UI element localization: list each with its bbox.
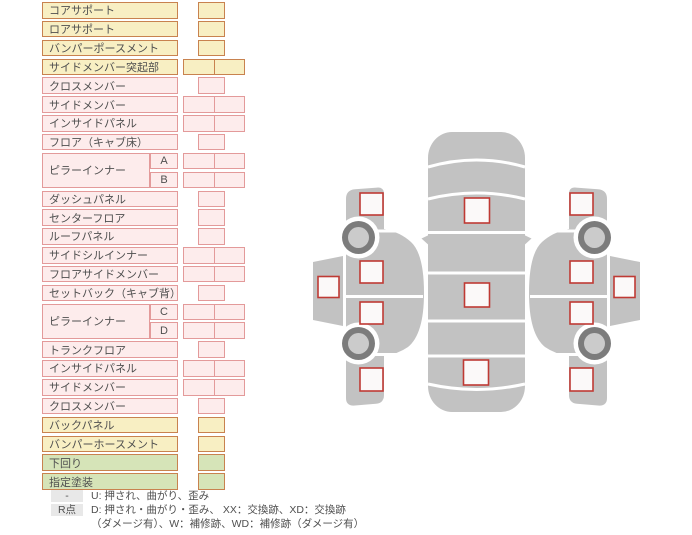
part-label: フロア（キャブ床） (42, 133, 178, 151)
legend-row: （ダメージ有）、W：補修跡、WD：補修跡（ダメージ有） (45, 518, 364, 530)
damage-cell-pair[interactable] (183, 265, 245, 283)
part-label: 指定塗装 (42, 473, 178, 490)
damage-cell-pair[interactable] (183, 96, 245, 113)
part-label: トランクフロア (42, 341, 178, 358)
part-label: ピラーインナー (42, 303, 150, 339)
checkpoint-left-rear-fender[interactable] (359, 367, 384, 392)
part-label: フロアサイドメンバー (42, 265, 178, 283)
cell-divider (214, 153, 215, 169)
legend-text-minor: U: 押され、曲がり、歪み (91, 490, 210, 502)
car-top-view (421, 132, 532, 412)
cell-divider (214, 380, 215, 395)
checkpoint-roof[interactable] (463, 282, 491, 308)
checkpoint-right-rear-door[interactable] (569, 301, 594, 325)
damage-cell[interactable] (198, 190, 225, 207)
checkpoint-right-front-fender[interactable] (569, 192, 594, 216)
part-label: インサイドパネル (42, 115, 178, 132)
part-label: ロアサポート (42, 20, 178, 38)
part-label: 下回り (42, 454, 178, 471)
checkpoint-right-front-door[interactable] (569, 260, 594, 284)
pillar-sub-label: C (150, 303, 178, 321)
part-label: ピラーインナー (42, 152, 150, 189)
legend-badge-spacer (51, 518, 83, 530)
cell-divider (214, 266, 215, 282)
legend-text-rpoint-2: （ダメージ有）、W：補修跡、WD：補修跡（ダメージ有） (91, 518, 365, 530)
part-label: サイドメンバー (42, 96, 178, 113)
cell-divider (214, 304, 215, 320)
damage-cell-pair[interactable] (183, 303, 245, 321)
damage-cell-pair[interactable] (183, 115, 245, 132)
part-label: センターフロア (42, 209, 178, 226)
damage-cell-pair[interactable] (183, 152, 245, 170)
damage-cell[interactable] (198, 284, 225, 302)
part-label: ルーフパネル (42, 228, 178, 245)
damage-cell-pair[interactable] (183, 379, 245, 396)
legend-text-rpoint-1: D: 押され・曲がり・歪み、 XX：交換跡、XD：交換跡 (91, 504, 346, 516)
damage-cell[interactable] (198, 435, 225, 453)
pillar-sub-label: D (150, 322, 178, 339)
damage-cell-pair[interactable] (183, 247, 245, 264)
damage-cell[interactable] (198, 20, 225, 38)
checkpoint-left-sill[interactable] (317, 275, 340, 299)
checkpoint-trunk[interactable] (462, 359, 490, 386)
part-label: クロスメンバー (42, 77, 178, 94)
pillar-sub-label: A (150, 152, 178, 170)
damage-cell[interactable] (198, 341, 225, 358)
cell-divider (214, 97, 215, 112)
checkpoint-hood[interactable] (463, 197, 491, 224)
cell-divider (214, 248, 215, 263)
pillar-sub-label: B (150, 171, 178, 189)
part-label: バンパーポースメント (42, 39, 178, 57)
checkpoint-right-sill[interactable] (613, 275, 636, 299)
checkpoint-left-front-door[interactable] (359, 260, 384, 284)
damage-cell[interactable] (198, 77, 225, 94)
cell-divider (214, 361, 215, 376)
part-label: クロスメンバー (42, 397, 178, 415)
damage-cell[interactable] (198, 133, 225, 151)
damage-cell-pair[interactable] (183, 322, 245, 339)
legend-badge-rpoint: R点 (51, 504, 83, 516)
checkpoint-left-front-fender[interactable] (359, 192, 384, 216)
damage-cell[interactable] (198, 416, 225, 434)
left-mirror (421, 233, 433, 249)
damage-cell[interactable] (198, 473, 225, 490)
damage-cell[interactable] (198, 454, 225, 471)
damage-cell-pair[interactable] (183, 360, 245, 377)
part-label: サイドメンバー (42, 379, 178, 396)
part-label: バックパネル (42, 416, 178, 434)
legend: - U: 押され、曲がり、歪み R点 D: 押され・曲がり・歪み、 XX：交換跡… (45, 490, 364, 532)
legend-row: R点 D: 押され・曲がり・歪み、 XX：交換跡、XD：交換跡 (45, 504, 364, 516)
cell-divider (214, 172, 215, 188)
damage-cell[interactable] (198, 397, 225, 415)
checkpoint-left-rear-door[interactable] (359, 301, 384, 325)
damage-cell-pair[interactable] (183, 58, 245, 76)
cell-divider (214, 323, 215, 338)
part-label: バンパーホースメント (42, 435, 178, 453)
legend-badge-minor: - (51, 490, 83, 502)
part-label: インサイドパネル (42, 360, 178, 377)
part-label: セットバック（キャブ背） (42, 284, 178, 302)
part-label: コアサポート (42, 2, 178, 19)
part-label: サイドメンバー突起部 (42, 58, 178, 76)
damage-cell-pair[interactable] (183, 171, 245, 189)
damage-cell[interactable] (198, 39, 225, 57)
part-label: サイドシルインナー (42, 247, 178, 264)
damage-cell[interactable] (198, 209, 225, 226)
legend-row: - U: 押され、曲がり、歪み (45, 490, 364, 502)
part-label: ダッシュパネル (42, 190, 178, 207)
cell-divider (214, 59, 215, 75)
damage-cell[interactable] (198, 228, 225, 245)
cell-divider (214, 116, 215, 131)
right-mirror (520, 233, 532, 249)
checkpoint-right-rear-fender[interactable] (569, 367, 594, 392)
damage-cell[interactable] (198, 2, 225, 19)
